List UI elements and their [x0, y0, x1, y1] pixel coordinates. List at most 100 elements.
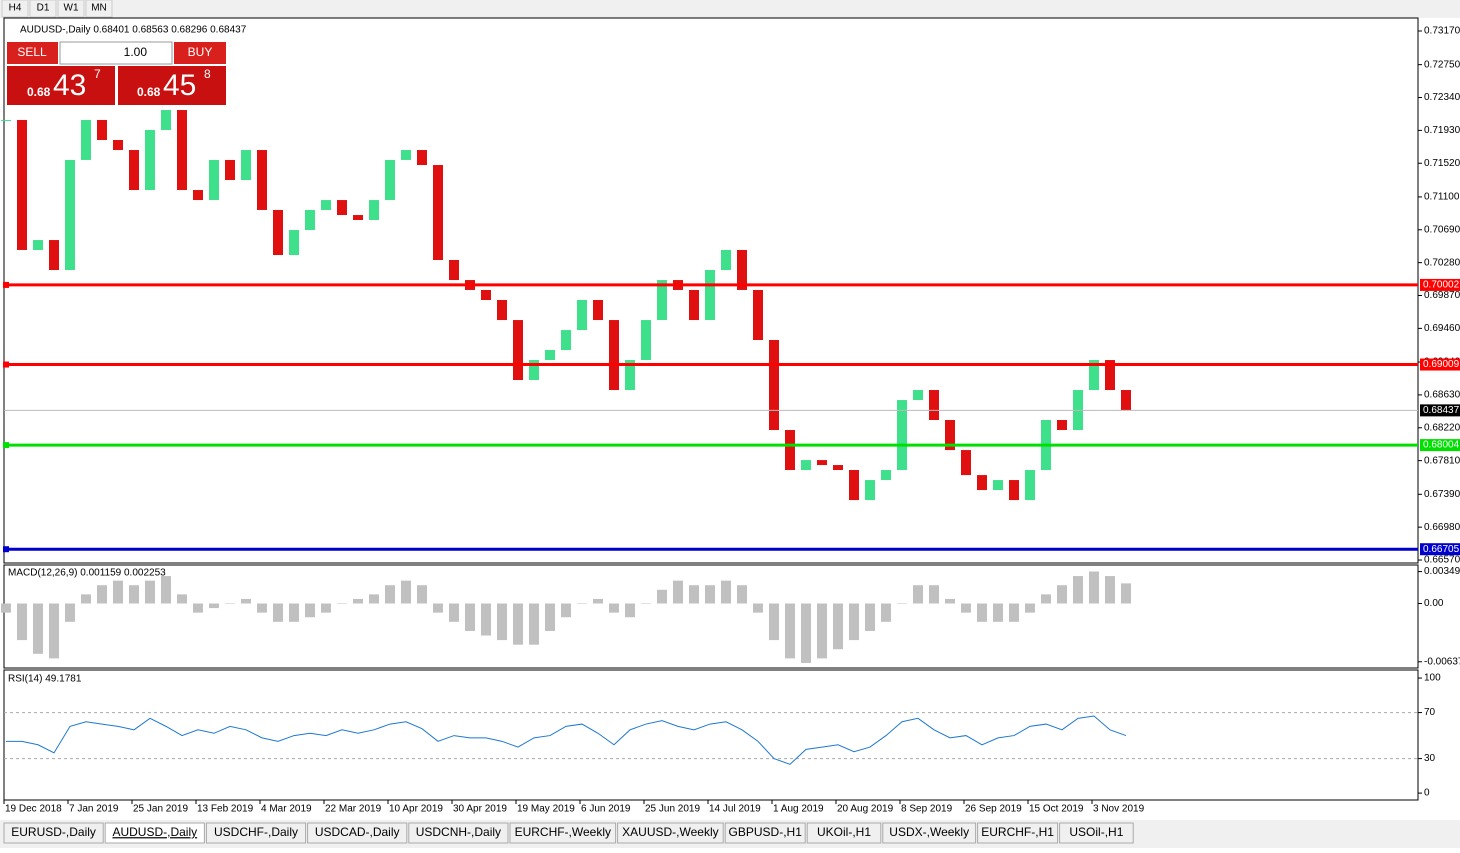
sell-button[interactable]: [7, 42, 58, 64]
timeframe-label[interactable]: W1: [64, 3, 79, 14]
macd-bar: [929, 585, 939, 604]
sell-price-box[interactable]: [7, 66, 115, 105]
chart-tab[interactable]: [104, 822, 205, 844]
candle: [417, 150, 427, 166]
macd-bar: [705, 585, 715, 604]
macd-bar: [193, 603, 203, 613]
buy-button[interactable]: [174, 42, 226, 64]
macd-bar: [145, 580, 155, 604]
candle: [737, 249, 747, 290]
chart-tab-label[interactable]: XAUUSD-,Weekly: [622, 825, 718, 839]
buy-sup[interactable]: 8: [204, 67, 211, 81]
chart-tab-label[interactable]: USDCAD-,Daily: [315, 825, 400, 839]
level-handle[interactable]: [3, 546, 9, 553]
macd-bar: [785, 603, 795, 659]
candle: [769, 339, 779, 431]
macd-bar: [33, 603, 43, 654]
chart-tab[interactable]: [882, 822, 977, 844]
timeframe-button[interactable]: [29, 0, 57, 18]
buy-prefix[interactable]: 0.68: [137, 85, 161, 99]
lot-value[interactable]: 1.00: [124, 45, 148, 59]
macd-bar: [385, 585, 395, 604]
macd-bar: [561, 603, 571, 618]
y-tick-label: 0.68220: [1424, 422, 1460, 433]
macd-bar: [753, 603, 763, 613]
macd-title: MACD(12,26,9) 0.001159 0.002253: [8, 568, 166, 579]
chart-tab[interactable]: [977, 822, 1059, 844]
timeframe-label[interactable]: H4: [9, 3, 22, 14]
sell-label[interactable]: SELL: [17, 45, 47, 59]
chart-tab-label[interactable]: USDCHF-,Daily: [214, 825, 298, 839]
level-label: 0.68437: [1423, 405, 1460, 416]
chart-tab[interactable]: [307, 822, 408, 844]
candle: [897, 400, 907, 471]
candle: [257, 150, 267, 210]
candle: [1057, 419, 1067, 431]
lot-input[interactable]: [59, 41, 173, 65]
y-tick-label: 0.69460: [1424, 323, 1460, 334]
macd-bar: [609, 603, 619, 613]
chart-tab-label[interactable]: GBPUSD-,H1: [729, 825, 803, 839]
chart-tab[interactable]: [1059, 822, 1134, 844]
chart-tab[interactable]: [509, 822, 617, 844]
chart-tab[interactable]: [408, 822, 509, 844]
x-tick-label: 8 Sep 2019: [901, 804, 953, 815]
chart-tab-label[interactable]: EURCHF-,H1: [981, 825, 1054, 839]
macd-bar: [289, 603, 299, 622]
chart-tab[interactable]: [205, 822, 307, 844]
chart-tab-label[interactable]: EURUSD-,Daily: [11, 825, 96, 839]
x-tick-label: 22 Mar 2019: [325, 804, 382, 815]
macd-bar: [465, 603, 475, 631]
candle: [385, 159, 395, 201]
level-handle[interactable]: [3, 281, 9, 288]
buy-price-box[interactable]: [118, 66, 226, 105]
y-tick-label: 0.67810: [1424, 455, 1460, 466]
candle: [1105, 360, 1115, 391]
macd-bar: [577, 603, 587, 605]
chart-tab[interactable]: [806, 822, 882, 844]
buy-big[interactable]: 45: [163, 69, 196, 102]
candle: [801, 460, 811, 471]
timeframe-button[interactable]: [1, 0, 29, 18]
macd-bar: [945, 598, 955, 604]
timeframe-label[interactable]: D1: [37, 3, 50, 14]
y-tick-label: 0.67390: [1424, 489, 1460, 500]
chart-tab[interactable]: [3, 822, 104, 844]
macd-bar: [625, 603, 635, 618]
y-tick-label: 30: [1424, 753, 1436, 764]
level-handle[interactable]: [3, 442, 9, 449]
chart-tab-label[interactable]: USDCNH-,Daily: [416, 825, 501, 839]
level-handle[interactable]: [3, 361, 9, 368]
candle: [449, 259, 459, 281]
chart-tab-label[interactable]: USOil-,H1: [1069, 825, 1123, 839]
candle: [353, 215, 363, 221]
x-tick-label: 19 Dec 2018: [5, 804, 62, 815]
candle: [289, 230, 299, 256]
chart-tab-label[interactable]: USDX-,Weekly: [889, 825, 969, 839]
timeframe-button[interactable]: [85, 0, 113, 18]
chart-tab-label[interactable]: AUDUSD-,Daily: [112, 825, 197, 839]
macd-bar: [881, 603, 891, 622]
buy-label[interactable]: BUY: [188, 45, 213, 59]
macd-bar: [209, 603, 219, 609]
timeframe-label[interactable]: MN: [91, 3, 107, 14]
chart-tab[interactable]: [617, 822, 724, 844]
timeframe-button[interactable]: [57, 0, 85, 18]
chart-tab-label[interactable]: UKOil-,H1: [817, 825, 871, 839]
macd-bar: [177, 594, 187, 604]
x-tick-label: 30 Apr 2019: [453, 804, 507, 815]
macd-bar: [801, 603, 811, 663]
y-tick-label: 0.72750: [1424, 59, 1460, 70]
chart-tab-label[interactable]: EURCHF-,Weekly: [515, 825, 611, 839]
sell-sup[interactable]: 7: [94, 67, 101, 81]
y-tick-label: -0.00637: [1424, 656, 1460, 667]
candle: [305, 209, 315, 231]
y-tick-label: 0.69870: [1424, 290, 1460, 301]
macd-bar: [81, 594, 91, 604]
sell-big[interactable]: 43: [53, 69, 86, 102]
sell-prefix[interactable]: 0.68: [27, 85, 51, 99]
macd-bar: [241, 598, 251, 604]
chart-tab[interactable]: [724, 822, 806, 844]
level-label: 0.68004: [1423, 440, 1460, 451]
